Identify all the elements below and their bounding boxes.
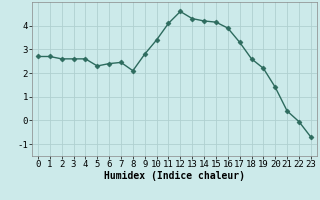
X-axis label: Humidex (Indice chaleur): Humidex (Indice chaleur) xyxy=(104,171,245,181)
